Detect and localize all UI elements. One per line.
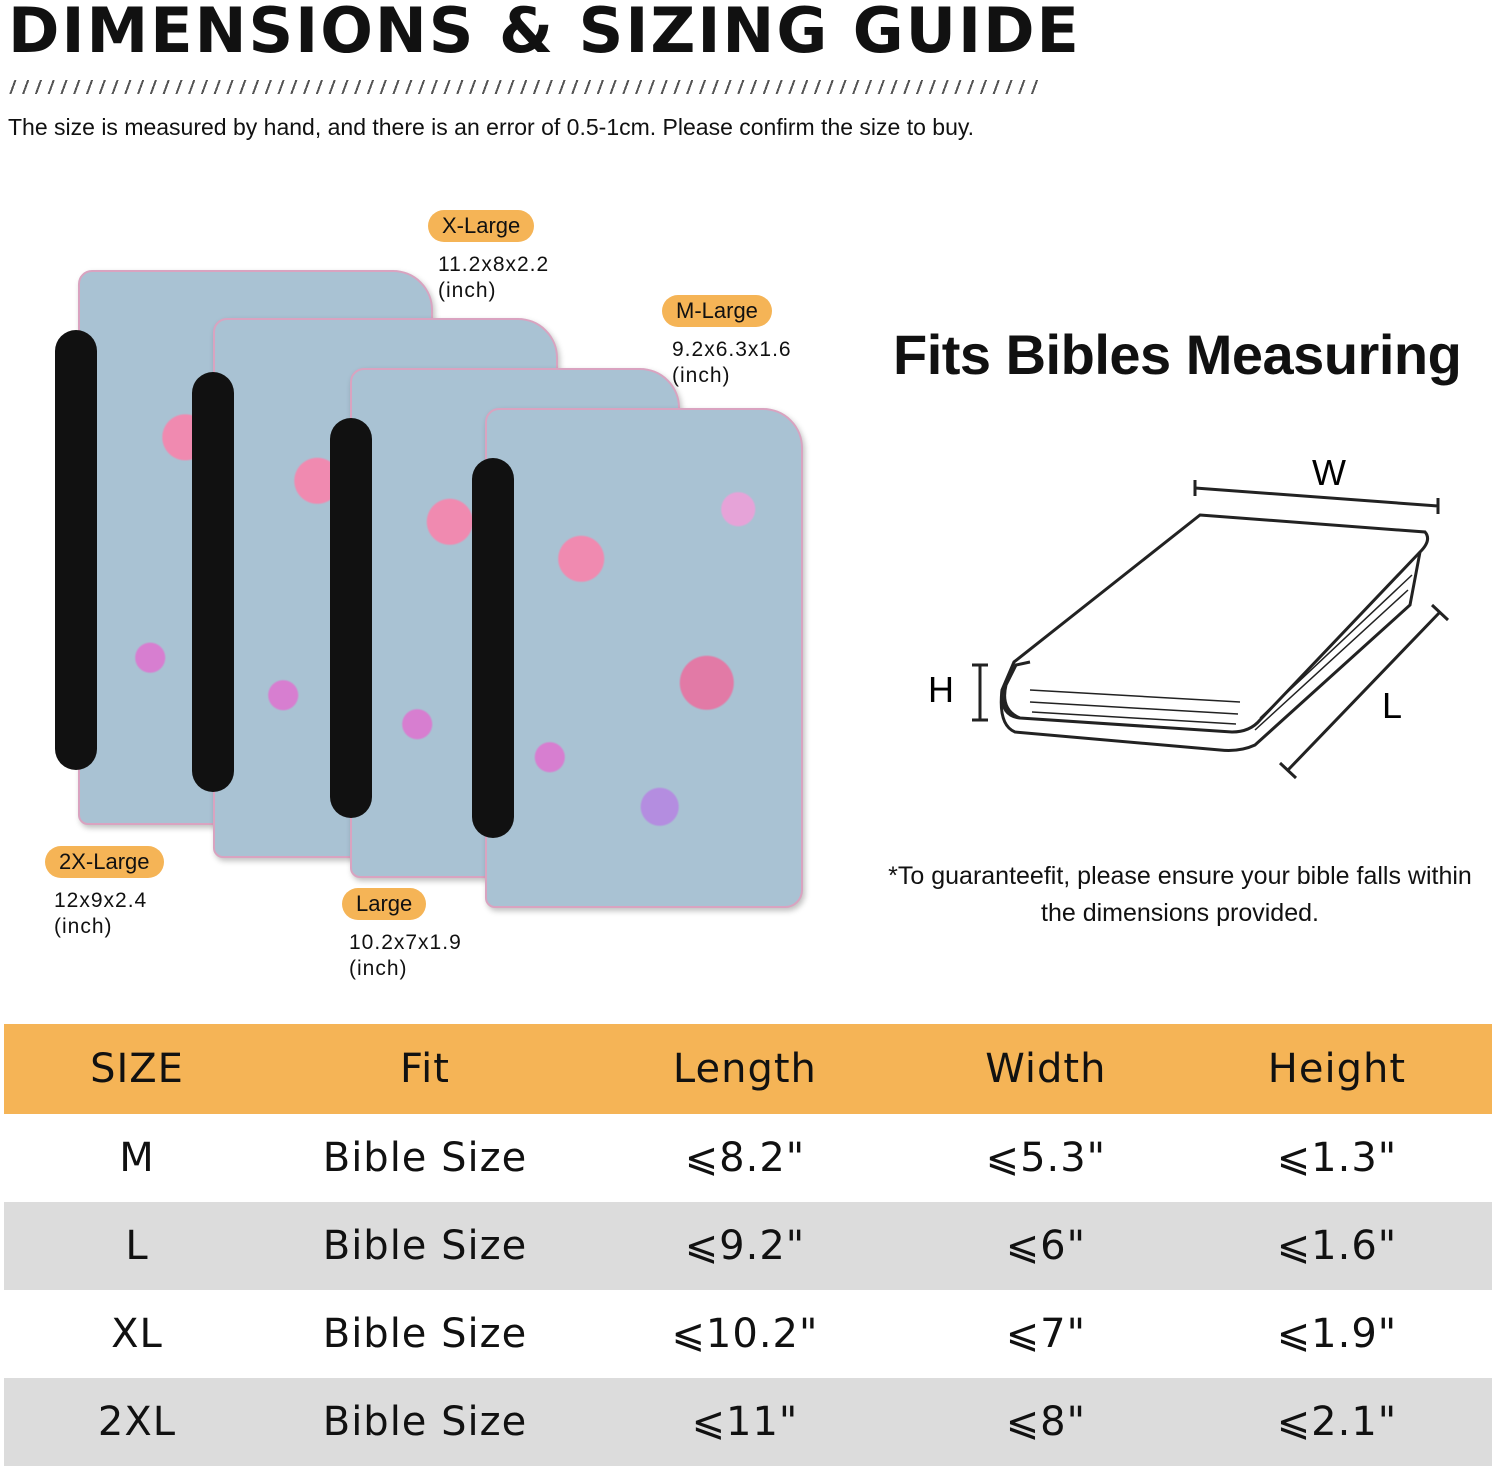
table-row: XL Bible Size ⩽10.2" ⩽7" ⩽1.9": [4, 1290, 1492, 1378]
size-tag: X-Large: [428, 210, 535, 242]
table-cell: ⩽8.2": [684, 1135, 806, 1181]
table-cell: ⩽1.3": [1276, 1135, 1398, 1181]
page-title: DIMENSIONS & SIZING GUIDE: [8, 0, 1081, 67]
col-fit: Fit: [270, 1024, 580, 1114]
dims-unit: (inch): [672, 364, 731, 387]
size-tag: 2X-Large: [45, 846, 164, 878]
table-cell: ⩽1.6": [1181, 1202, 1492, 1290]
w-label: W: [1312, 452, 1346, 493]
h-dimension-line: [972, 663, 988, 722]
book-cover-m: [485, 408, 803, 908]
table-row: M Bible Size ⩽8.2" ⩽5.3" ⩽1.3": [4, 1114, 1492, 1202]
dims-value: 11.2x8x2.2: [438, 253, 550, 276]
dims-value: 10.2x7x1.9: [349, 931, 462, 954]
w-dimension-line: [1193, 480, 1440, 514]
table-cell: Bible Size: [270, 1202, 580, 1290]
size-tag: Large: [342, 888, 427, 920]
col-length: Length: [580, 1024, 910, 1114]
table-cell: L: [4, 1202, 270, 1290]
fit-disclaimer: *To guaranteefit, please ensure your bib…: [888, 862, 1472, 927]
diagram-title: Fits Bibles Measuring: [893, 323, 1462, 386]
table-cell: ⩽2.1": [1181, 1378, 1492, 1466]
measurement-note: The size is measured by hand, and there …: [8, 114, 975, 140]
size-tag: M-Large: [662, 295, 772, 327]
dims-unit: (inch): [438, 279, 497, 302]
l-label: L: [1382, 685, 1402, 726]
table-row: L Bible Size ⩽9.2" ⩽6" ⩽1.6": [4, 1202, 1492, 1290]
size-dims: 10.2x7x1.9 (inch): [349, 930, 462, 982]
table-cell: Bible Size: [322, 1135, 528, 1181]
handle: [192, 372, 234, 792]
table-cell: Bible Size: [270, 1378, 580, 1466]
col-width: Width: [909, 1024, 1182, 1114]
table-row: 2XL Bible Size ⩽11" ⩽8" ⩽2.1": [4, 1378, 1492, 1466]
table-cell: ⩽11": [580, 1378, 910, 1466]
size-dims: 9.2x6.3x1.6 (inch): [672, 337, 792, 389]
book-outline: [1000, 513, 1430, 734]
table-cell: XL: [111, 1311, 163, 1357]
size-dims: 12x9x2.4 (inch): [54, 888, 147, 940]
table-cell: 2XL: [4, 1378, 270, 1466]
book-dimension-diagram: W H L: [928, 452, 1450, 780]
col-height: Height: [1181, 1024, 1492, 1114]
table-cell: ⩽5.3": [985, 1135, 1107, 1181]
dims-value: 9.2x6.3x1.6: [672, 338, 792, 361]
col-size: SIZE: [4, 1024, 270, 1114]
table-cell: ⩽9.2": [580, 1202, 910, 1290]
table-header-row: SIZE Fit Length Width Height: [4, 1024, 1492, 1114]
table-cell: ⩽7": [1005, 1311, 1086, 1357]
handle: [330, 418, 372, 818]
handle: [472, 458, 514, 838]
size-table: SIZE Fit Length Width Height M Bible Size…: [4, 1024, 1492, 1466]
table-cell: ⩽6": [909, 1202, 1182, 1290]
table-cell: M: [119, 1135, 155, 1181]
table-cell: ⩽8": [909, 1378, 1182, 1466]
table-cell: Bible Size: [322, 1311, 528, 1357]
handle: [55, 330, 97, 770]
hatch-divider: [8, 80, 1043, 94]
dims-unit: (inch): [349, 957, 408, 980]
table-cell: ⩽10.2": [671, 1311, 819, 1357]
size-dims: 11.2x8x2.2 (inch): [438, 252, 549, 304]
dims-unit: (inch): [54, 915, 113, 938]
h-label: H: [928, 669, 954, 710]
l-dimension-line: [1278, 603, 1450, 780]
dims-value: 12x9x2.4: [54, 889, 148, 912]
table-cell: ⩽1.9": [1276, 1311, 1398, 1357]
